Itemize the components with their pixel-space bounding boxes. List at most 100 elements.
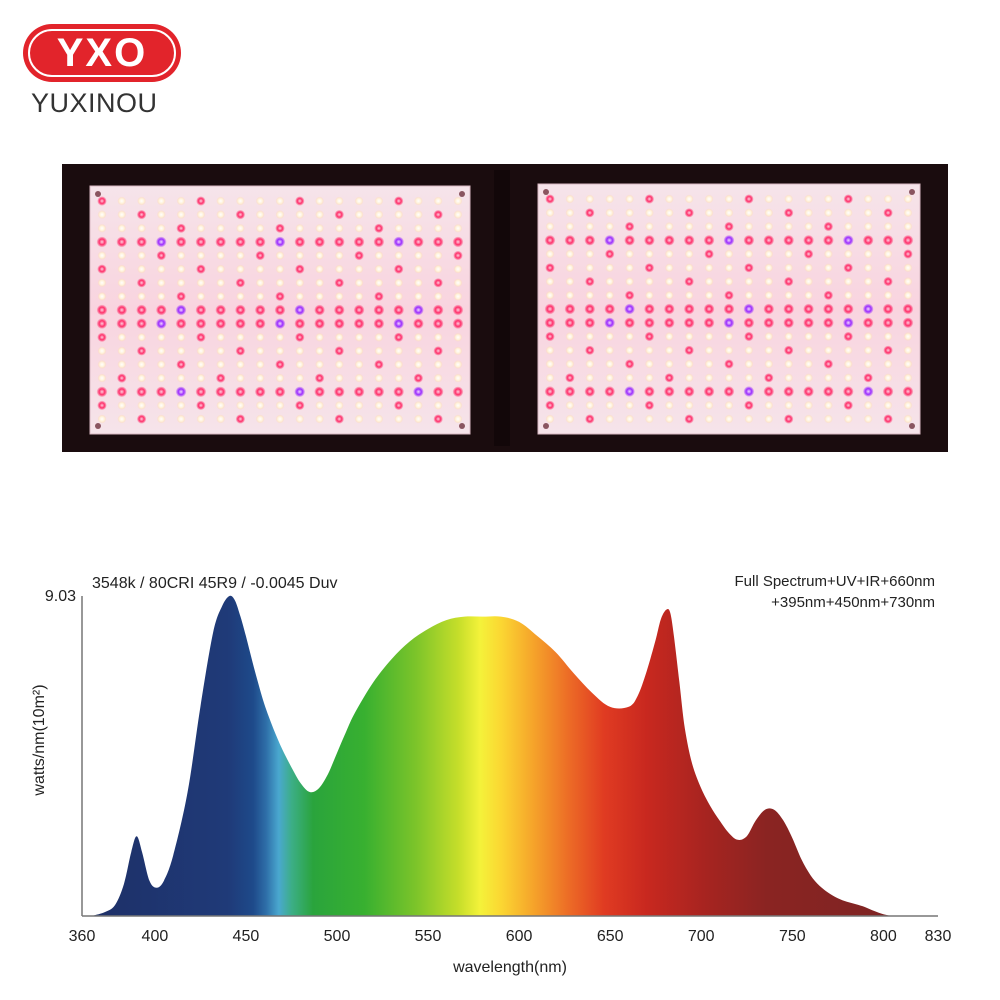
led-diode [585,208,595,218]
led-diode [236,224,245,233]
led-diode [157,264,166,274]
led-diode [804,194,813,204]
led-diode [843,263,853,273]
led-diode [824,194,833,204]
led-diode [744,400,754,410]
led-diode [585,276,595,287]
led-diode [823,317,834,328]
led-diode [156,386,167,397]
led-diode [744,277,754,286]
led-diode [295,224,304,233]
led-diode [644,331,655,342]
led-diode [434,373,443,383]
led-diode [864,332,873,341]
led-diode [97,332,107,342]
led-diode [804,277,813,286]
led-diode [255,236,266,248]
led-diode [433,414,443,424]
led-diode [684,303,695,315]
led-diode [354,210,364,219]
led-diode [604,317,615,328]
led-diode [744,373,754,382]
led-diode [275,346,285,356]
led-diode [903,346,913,355]
led-diode [235,346,245,356]
led-diode [864,346,873,355]
led-diode [434,196,443,206]
led-diode [354,278,364,287]
led-diode [645,346,654,355]
led-diode [764,222,773,231]
led-diode [393,318,404,329]
led-diode [645,414,654,424]
x-tick-label: 400 [142,928,169,945]
led-diode [783,303,794,315]
led-diode [157,333,166,342]
led-quantum-board-panel-icon [62,164,948,452]
led-diode [665,222,674,231]
led-diode [176,333,186,342]
led-diode [804,208,813,217]
led-diode [704,291,714,300]
led-diode [137,224,146,233]
led-diode [724,332,734,341]
led-diode [97,278,107,287]
led-diode [97,224,107,233]
led-diode [176,359,186,370]
led-diode [704,263,714,272]
led-diode [374,401,384,410]
led-diode [743,235,755,246]
led-diode [883,222,893,231]
led-diode [565,222,575,231]
led-diode [864,414,873,424]
led-diode [902,317,914,328]
led-diode [863,386,874,397]
led-diode [764,291,773,300]
led-diode [844,277,853,286]
led-diode [764,263,773,272]
led-diode [843,303,854,315]
led-diode [723,386,735,397]
led-diode [196,360,206,369]
led-diode [585,332,594,341]
led-diode [394,373,403,383]
led-diode [625,414,634,424]
led-diode [137,333,146,342]
led-diode [394,224,403,233]
led-diode [804,414,813,424]
led-diode [137,210,147,220]
led-diode [564,303,576,315]
led-diode [704,194,714,204]
led-diode [784,276,794,287]
led-diode [863,317,874,328]
led-diode [863,373,873,383]
led-diode [724,401,734,410]
led-diode [685,373,694,382]
led-diode [334,346,344,356]
led-diode [665,291,674,300]
led-diode [156,250,166,261]
led-diode [452,318,464,329]
led-diode [175,386,187,397]
led-diode [784,332,793,341]
led-diode [394,196,404,206]
led-diode [545,414,555,424]
led-diode [117,346,126,356]
led-diode [452,304,464,316]
led-diode [883,359,893,369]
led-diode [414,333,423,342]
led-diode [625,401,634,410]
led-diode [604,235,615,246]
led-diode [763,303,774,315]
led-diode [804,373,813,382]
led-diode [117,251,126,260]
led-diode [645,373,654,382]
led-diode [644,235,655,246]
led-diode [704,414,714,424]
led-diode [176,414,186,424]
led-diode [256,373,265,383]
led-diode [414,224,423,233]
led-diode [724,208,734,217]
led-diode [335,373,344,383]
led-diode [294,386,305,397]
